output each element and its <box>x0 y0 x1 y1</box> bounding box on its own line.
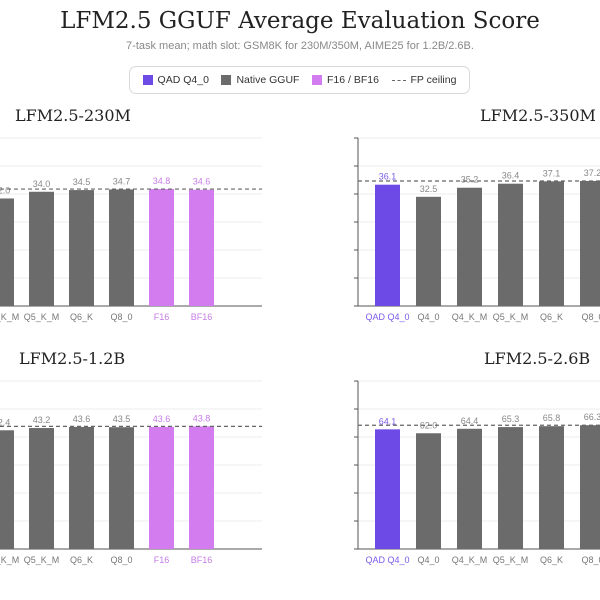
legend-swatch-native <box>221 75 232 85</box>
x-tick-label-2-6b-5: Q8_0 <box>581 555 600 565</box>
data-label-2-6b-2: 64.4 <box>461 416 479 426</box>
x-tick-label-350m-5: Q8_0 <box>581 312 600 322</box>
data-label-350m-5: 37.2 <box>584 168 600 178</box>
data-label-350m-0: 36.1 <box>379 172 397 182</box>
bar-1-2b-q6-k <box>69 426 94 549</box>
bar-230m-q6-k <box>69 190 94 306</box>
panel-title-1-2b: LFM2.5-1.2B <box>19 349 126 368</box>
bar-230m-q4-k-m <box>0 198 14 306</box>
x-tick-label-1-2b-5: BF16 <box>191 555 213 565</box>
bar-1-2b-f16 <box>149 426 174 549</box>
x-tick-label-230m-3: Q8_0 <box>110 312 132 322</box>
data-label-1-2b-4: 43.6 <box>153 414 171 424</box>
data-label-1-2b-0: 42.4 <box>0 417 10 427</box>
data-label-230m-2: 34.5 <box>73 177 91 187</box>
bar-1-2b-q5-k-m <box>29 428 54 549</box>
x-tick-label-1-2b-4: F16 <box>154 555 170 565</box>
data-label-1-2b-5: 43.8 <box>193 413 211 423</box>
data-label-230m-0: 32.0 <box>0 185 10 195</box>
x-tick-label-230m-5: BF16 <box>191 312 213 322</box>
x-tick-label-1-2b-0: Q4_K_M <box>0 555 19 565</box>
legend-item-qad: QAD Q4_0 <box>142 74 209 86</box>
panel-title-2-6b: LFM2.5-2.6B <box>484 349 591 368</box>
x-tick-label-230m-2: Q6_K <box>70 312 93 322</box>
bar-350m-q4-k-m <box>457 187 482 306</box>
data-label-2-6b-3: 65.3 <box>502 414 520 424</box>
bar-1-2b-q8-0 <box>109 427 134 549</box>
data-label-230m-5: 34.6 <box>193 177 211 187</box>
x-tick-label-2-6b-1: Q4_0 <box>417 555 439 565</box>
bar-2-6b-q4-0 <box>416 433 441 549</box>
x-tick-label-2-6b-0: QAD Q4_0 <box>365 555 409 565</box>
bar-230m-f16 <box>149 189 174 306</box>
legend-label-fp-ceiling: FP ceiling <box>410 74 457 86</box>
data-label-230m-1: 34.0 <box>33 179 51 189</box>
data-label-1-2b-3: 43.5 <box>113 414 131 424</box>
bar-350m-q4-0 <box>416 196 441 306</box>
legend-label-native: Native GGUF <box>236 74 300 86</box>
panel-title-230m: LFM2.5-230M <box>15 106 131 125</box>
bar-350m-qad-q4-0 <box>375 184 400 306</box>
legend-item-native: Native GGUF <box>221 74 299 86</box>
x-tick-label-350m-1: Q4_0 <box>417 312 439 322</box>
bar-2-6b-q4-k-m <box>457 428 482 549</box>
x-tick-label-2-6b-4: Q6_K <box>540 555 563 565</box>
x-tick-label-350m-3: Q5_K_M <box>493 312 529 322</box>
data-label-2-6b-5: 66.3 <box>584 412 600 422</box>
bar-2-6b-q5-k-m <box>498 427 523 549</box>
legend-swatch-qad <box>142 75 153 85</box>
bar-1-2b-bf16 <box>189 426 214 549</box>
x-tick-label-2-6b-3: Q5_K_M <box>493 555 529 565</box>
bar-230m-bf16 <box>189 189 214 306</box>
data-label-230m-4: 34.8 <box>153 176 171 186</box>
data-label-1-2b-1: 43.2 <box>33 415 51 425</box>
x-tick-label-230m-4: F16 <box>154 312 170 322</box>
x-tick-label-350m-2: Q4_K_M <box>452 312 488 322</box>
x-tick-label-1-2b-2: Q6_K <box>70 555 93 565</box>
legend-label-qad: QAD Q4_0 <box>157 74 209 86</box>
chart-subtitle: 7-task mean; math slot: GSM8K for 230M/3… <box>126 40 474 52</box>
bar-350m-q8-0 <box>580 181 600 306</box>
bar-350m-q5-k-m <box>498 183 523 306</box>
legend-swatch-fp <box>312 75 323 85</box>
bar-2-6b-qad-q4-0 <box>375 429 400 549</box>
x-tick-label-1-2b-1: Q5_K_M <box>24 555 60 565</box>
x-tick-label-2-6b-2: Q4_K_M <box>452 555 488 565</box>
data-label-2-6b-4: 65.8 <box>543 413 561 423</box>
data-label-230m-3: 34.7 <box>113 176 131 186</box>
legend-label-fp: F16 / BF16 <box>327 74 379 86</box>
x-tick-label-230m-0: Q4_K_M <box>0 312 19 322</box>
x-tick-label-1-2b-3: Q8_0 <box>110 555 132 565</box>
bar-2-6b-q6-k <box>539 426 564 549</box>
bar-230m-q5-k-m <box>29 191 54 306</box>
bar-1-2b-q4-k-m <box>0 430 14 549</box>
bar-350m-q6-k <box>539 181 564 306</box>
legend-item-fp: F16 / BF16 <box>312 74 379 86</box>
x-tick-label-350m-0: QAD Q4_0 <box>365 312 409 322</box>
data-label-350m-4: 37.1 <box>543 168 561 178</box>
legend-dash-fp-ceiling <box>391 79 406 81</box>
data-label-350m-2: 35.2 <box>461 175 479 185</box>
chart-title: LFM2.5 GGUF Average Evaluation Score <box>60 8 540 34</box>
data-label-2-6b-0: 64.1 <box>379 416 397 426</box>
bar-2-6b-q8-0 <box>580 425 600 549</box>
legend-item-fp-ceiling: FP ceiling <box>391 74 457 86</box>
x-tick-label-350m-4: Q6_K <box>540 312 563 322</box>
data-label-1-2b-2: 43.6 <box>73 414 91 424</box>
data-label-350m-3: 36.4 <box>502 171 520 181</box>
panel-title-350m: LFM2.5-350M <box>480 106 596 125</box>
bar-230m-q8-0 <box>109 189 134 306</box>
x-tick-label-230m-1: Q5_K_M <box>24 312 60 322</box>
legend: QAD Q4_0 Native GGUF F16 / BF16 FP ceili… <box>129 66 470 94</box>
data-label-350m-1: 32.5 <box>420 184 438 194</box>
